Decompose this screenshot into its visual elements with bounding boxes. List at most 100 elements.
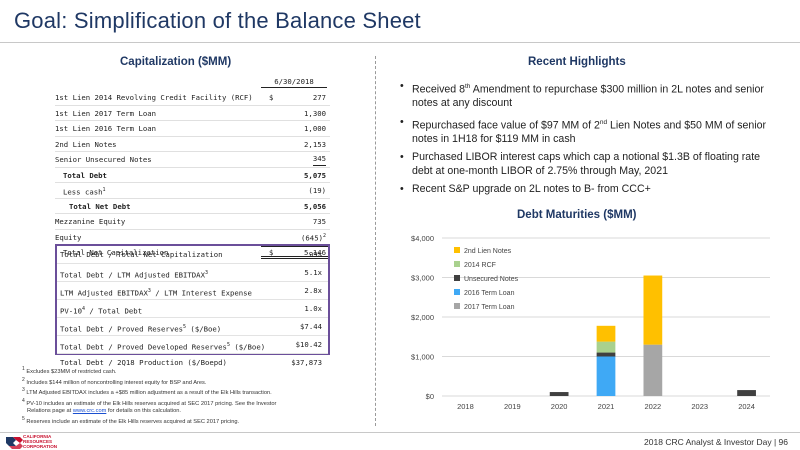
bar-segment [737,390,756,396]
legend-swatch [454,289,460,295]
bar-segment [596,325,616,342]
legend-label: 2014 RCF [464,262,496,269]
legend-swatch [454,303,460,309]
ratio-row: Total Debt / 2Q18 Production ($/Boepd) $3… [57,354,328,372]
capitalization-row: 1st Lien 2016 Term Loan 1,000 [55,121,330,137]
capitalization-row: Mezzanine Equity 735 [55,214,330,230]
row-value: (645)2 [301,230,326,245]
row-value: 277 [312,93,326,102]
footnote-number: 5 [22,416,25,423]
capitalization-row: Total Net Debt 5,056 [55,199,330,214]
row-label: Equity [55,232,82,242]
footnotes: 1 Excludes $23MM of restricted cash. 2 In… [22,366,362,427]
row-value: 735 [312,217,326,226]
bar-segment [643,275,663,345]
footnote-marker: 4 [81,306,85,312]
highlight-item: • Repurchased face value of $97 MM of 2nd… [400,115,767,145]
row-label: 2nd Lien Notes [55,139,117,149]
ratio-value: 2.8x [304,286,322,295]
logo-line-3: CORPORATION [23,444,58,449]
slide-title: Goal: Simplification of the Balance Shee… [14,8,421,33]
capitalization-row: Senior Unsecured Notes 345 [55,152,330,168]
ratio-value: 1.0x [304,304,322,313]
ratio-label: PV-104 / Total Debt [60,306,143,316]
capitalization-row: 1st Lien 2017 Term Loan 1,300 [55,106,330,121]
footer-divider [0,432,800,433]
row-value: 5,056 [304,201,326,211]
bullet-icon: • [400,183,404,196]
ratio-row: Total Debt / Total Net Capitalization 99% [57,246,328,264]
y-tick-label: $3,000 [411,274,434,283]
footnote-marker: 3 [204,270,208,276]
row-label: 1st Lien 2014 Revolving Credit Facility … [55,93,253,102]
footnote-line: 5 Reserves include an estimate of the El… [22,416,240,425]
capitalization-row: Total Net Capitalization $5,146 [55,245,330,261]
title-divider [0,42,800,43]
bar-segment [549,392,569,396]
ratio-value: 99% [308,250,322,259]
highlight-item: • Received 8th Amendment to repurchase $3… [400,80,764,110]
footnote-line: 4 PV-10 includes an estimate of the Elk … [22,397,277,407]
logo-line-2: RESOURCES [23,439,53,444]
ordinal-suffix: nd [599,118,608,126]
investor-relations-link[interactable]: www.crc.com [72,408,107,415]
legend-swatch [454,275,460,281]
bar-segment [596,341,616,353]
footnote-line: Relations page at www.crc.com for detail… [27,408,181,415]
bar-segment [643,344,663,396]
row-label: Mezzanine Equity [55,217,126,226]
currency-symbol: $ [269,248,274,257]
ratio-label: Total Debt / Total Net Capitalization [60,250,223,259]
footnote-number: 3 [22,387,25,394]
footnote-marker: 3 [147,288,151,294]
x-tick-label: 2023 [691,402,708,411]
bar-segment [596,356,616,396]
credit-ratios-box: Total Debt / Total Net Capitalization 99%… [55,244,330,367]
y-tick-label: $2,000 [411,313,434,322]
bar-segment [596,352,616,357]
x-tick-label: 2020 [551,402,568,411]
footnote-marker: 5 [226,342,230,348]
row-label: 1st Lien 2017 Term Loan [55,108,157,118]
logo-line-1: CALIFORNIA [23,434,52,439]
legend-label: 2017 Term Loan [464,304,515,311]
ratio-label: LTM Adjusted EBITDAX3 / LTM Interest Exp… [60,288,252,298]
y-tick-label: $0 [426,392,434,401]
row-value: 2,153 [304,139,326,149]
footnote-line: 3 LTM Adjusted EBITDAX includes a +$85 m… [22,387,272,397]
ratio-label: Total Debt / Proved Developed Reserves5 … [60,342,266,352]
ratio-row: LTM Adjusted EBITDAX3 / LTM Interest Exp… [57,282,328,300]
ratio-row: PV-104 / Total Debt 1.0x [57,300,328,318]
capitalization-row: 1st Lien 2014 Revolving Credit Facility … [55,90,330,106]
legend-swatch [454,247,460,253]
x-tick-label: 2022 [645,402,662,411]
row-label: Total Net Capitalization [63,248,169,257]
capitalization-rows: 1st Lien 2014 Revolving Credit Facility … [55,90,330,261]
ratio-value: $37,873 [291,358,322,367]
row-value: 345 [312,152,326,166]
y-tick-label: $1,000 [411,353,434,362]
row-value: 1,000 [304,124,326,133]
capitalization-row: 2nd Lien Notes 2,153 [55,137,330,152]
crc-logo-icon [6,437,23,449]
total-underline [261,246,330,259]
row-value: (19) [308,186,326,195]
highlight-item: • Purchased LIBOR interest caps which cap… [400,151,761,177]
footnote-line: 2 Includes $144 million of noncontrollin… [22,376,207,386]
highlights-list: • Received 8th Amendment to repurchase $3… [400,80,780,202]
capitalization-row: Less cash1 (19) [55,183,330,199]
row-label: Total Debt [63,170,107,180]
debt-maturities-chart: $0 $1,000 $2,000 $3,000 $4,000 2018 2019 2020 20… [411,234,770,411]
ratio-label: Total Debt / LTM Adjusted EBITDAX3 [60,270,208,280]
date-column-header: 6/30/2018 [261,77,327,88]
ratio-label: Total Debt / 2Q18 Production ($/Boepd) [60,358,227,367]
x-tick-label: 2021 [598,402,615,411]
capitalization-row: Equity (645)2 [55,230,330,245]
highlight-item: • Recent S&P upgrade on 2L notes to B- fr… [400,183,651,196]
bullet-icon: • [400,80,404,92]
ordinal-suffix: th [465,83,471,90]
footnote-number: 4 [22,397,25,404]
legend-swatch [454,261,460,267]
x-tick-label: 2018 [457,402,474,411]
bullet-icon: • [400,115,404,128]
